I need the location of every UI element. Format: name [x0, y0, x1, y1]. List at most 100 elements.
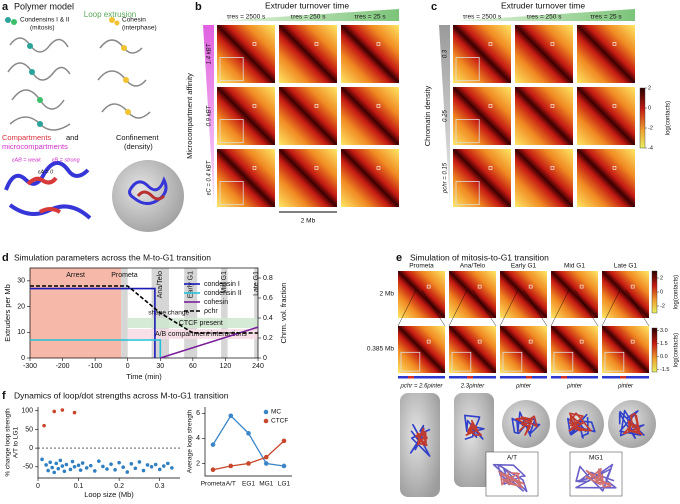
colorbar [651, 270, 658, 314]
inset-box [455, 119, 480, 144]
panel-label: d [2, 252, 9, 264]
zoom-lines [601, 289, 650, 327]
zoom-box [252, 42, 257, 46]
column-label: τres = 25 s [354, 14, 386, 21]
row-label: 0.385 Mb [367, 346, 394, 353]
zoom-box [612, 42, 617, 46]
point [76, 463, 81, 468]
row-label: 2 Mb [380, 291, 395, 298]
zoom-box [314, 42, 319, 46]
series-line [30, 285, 258, 334]
heatmap [500, 326, 547, 373]
zoom-box [612, 166, 617, 170]
density-label: ρinter [515, 384, 532, 390]
point [129, 462, 134, 466]
heatmap-image [398, 326, 445, 373]
column-label: Prometa [409, 263, 434, 270]
point [60, 408, 65, 412]
point [93, 469, 97, 473]
row-label: εC = 0.4 kBT [207, 159, 213, 195]
colorbar [639, 87, 646, 149]
series-line [160, 326, 259, 359]
colorbar [651, 327, 658, 373]
inset-box [502, 351, 523, 372]
heatmap-image [453, 25, 511, 83]
y-tick-label: 2 [196, 460, 200, 467]
column-label: τres = 2500 s [463, 14, 502, 21]
phase-region [221, 268, 228, 358]
zoom-box [477, 284, 482, 289]
x-tick-label: 0 [36, 483, 40, 490]
heatmap-image [217, 87, 275, 145]
heatmap-image [515, 87, 573, 145]
phase-label: Late G1 [253, 271, 260, 296]
zoom-box [426, 284, 431, 289]
colorbar-tick-label: -4 [648, 145, 653, 151]
heatmap [602, 326, 649, 373]
compartment-track-red [526, 376, 532, 379]
heatmap-image [217, 25, 275, 83]
point [133, 466, 138, 471]
marker [263, 461, 269, 466]
x-tick-label: 0 [126, 363, 130, 370]
column-label: τres = 25 s [590, 14, 622, 21]
x-tick-label: Prometa [201, 481, 226, 488]
heatmap-image [341, 87, 399, 145]
inset-label: MG1 [589, 455, 603, 462]
point [70, 459, 75, 464]
heatmap [279, 87, 337, 145]
panel-title: Simulation of mitosis-to-G1 transition [410, 252, 549, 262]
point [40, 457, 44, 462]
marker [246, 461, 251, 466]
zoom-box [528, 339, 533, 344]
row-label: 0.3 [443, 49, 449, 58]
zoom-box [314, 104, 319, 108]
y-tick-label: 0 [29, 445, 33, 452]
heatmap [515, 149, 573, 207]
chain [409, 423, 431, 457]
marker [210, 467, 216, 473]
panel-title: Dynamics of loop/dot strengths across M-… [14, 390, 229, 400]
label: and [66, 133, 79, 142]
heatmap-image [551, 271, 598, 318]
column-label: τres = 250 s [527, 14, 563, 21]
heatmap-image [449, 326, 496, 373]
point [157, 467, 162, 472]
heatmap-image [279, 87, 337, 145]
inset-box [451, 351, 472, 372]
panel-label: e [396, 252, 402, 264]
phase-label: Arrest [66, 272, 85, 279]
density-label: 2.3ρinter [460, 384, 485, 390]
y-axis-label: A/T to LG1 [13, 426, 20, 458]
heatmap-image [217, 149, 275, 207]
panel-label: b [195, 1, 202, 13]
x-tick-label: 0.3 [155, 483, 165, 490]
turnover-wedge [217, 9, 399, 21]
point [72, 464, 77, 469]
x-tick-label: -100 [88, 363, 102, 370]
zoom-box [630, 284, 635, 289]
heatmap-image [279, 149, 337, 207]
zoom-lines [448, 289, 497, 327]
zoom-box [550, 166, 555, 170]
heatmap [217, 87, 275, 145]
point [153, 462, 158, 467]
band [127, 329, 258, 339]
heatmap-image [551, 326, 598, 373]
zoom-box [477, 339, 482, 344]
y-tick-label: 100 [21, 408, 33, 415]
heatmap-image [500, 326, 547, 373]
point [52, 409, 57, 414]
turnover-wedge [453, 9, 635, 21]
x-tick-label: A/T [226, 481, 236, 488]
y-axis-label: % change loop strength [5, 408, 12, 477]
compartment-track-red [620, 376, 626, 379]
point [46, 468, 50, 473]
legend-label: ρchr [204, 308, 218, 315]
point [113, 467, 117, 472]
x-tick-label: 30 [156, 363, 164, 370]
x-tick-label: 0.2 [114, 483, 124, 490]
heatmap-image [398, 271, 445, 318]
point [80, 461, 85, 465]
